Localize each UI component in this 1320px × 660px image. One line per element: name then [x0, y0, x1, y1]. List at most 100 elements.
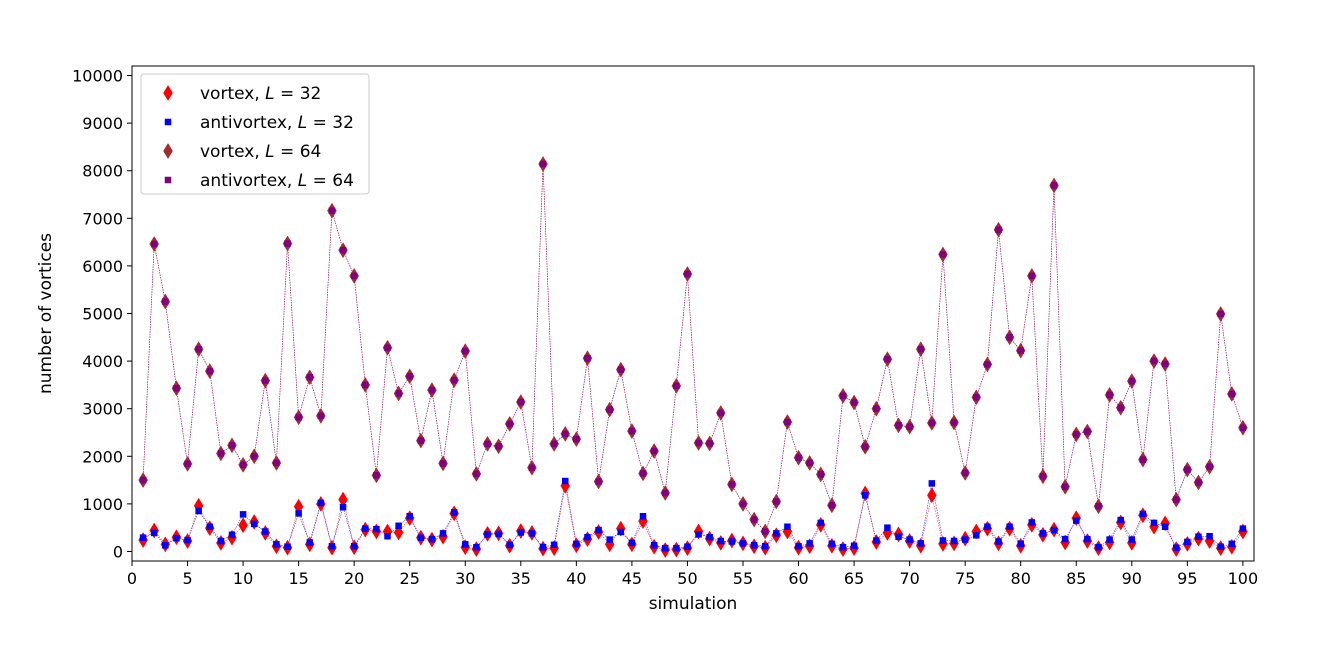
- data-point: [195, 345, 202, 353]
- data-point: [895, 533, 902, 540]
- legend-marker: [164, 176, 172, 184]
- y-tick-label: 3000: [82, 400, 123, 419]
- data-point: [739, 500, 747, 508]
- data-point: [1184, 466, 1191, 473]
- data-point: [350, 272, 358, 280]
- y-tick-label: 4000: [82, 352, 123, 371]
- data-point: [273, 459, 280, 467]
- data-point: [839, 543, 847, 551]
- data-point: [373, 525, 380, 533]
- data-point: [1028, 272, 1036, 280]
- data-point: [628, 427, 636, 435]
- data-point: [1184, 538, 1191, 546]
- data-point: [1172, 496, 1180, 503]
- data-point: [917, 345, 924, 353]
- legend-box: [140, 73, 370, 195]
- data-point: [1028, 519, 1036, 526]
- data-point: [528, 530, 536, 537]
- data-point: [1006, 523, 1013, 530]
- data-point: [406, 373, 413, 380]
- data-point: [1239, 525, 1247, 532]
- data-point: [617, 366, 625, 373]
- data-point: [1217, 543, 1224, 550]
- series-line-1: [142, 480, 1244, 549]
- data-point: [861, 443, 869, 451]
- y-tick-label: 10000: [72, 67, 123, 86]
- y-tick-label: 9000: [82, 114, 123, 133]
- data-point: [695, 531, 702, 538]
- data-point: [1217, 310, 1224, 318]
- data-point: [184, 460, 191, 468]
- data-point: [650, 447, 658, 455]
- data-point: [350, 542, 358, 550]
- data-point: [595, 478, 602, 485]
- data-point: [739, 540, 747, 547]
- data-point: [384, 344, 391, 352]
- data-point: [306, 374, 313, 381]
- x-axis: 0 5 10 15 20 25 30 35 40 45 50 55 60 65 70 75 80 85 90 95 10…: [127, 561, 1258, 588]
- data-point: [728, 538, 736, 545]
- data-point: [639, 513, 647, 520]
- y-axis: 0 1000 2000 3000 4000 5000 6000 7000 8000 9000 100…: [72, 67, 132, 561]
- y-tick-label: 6000: [82, 257, 123, 276]
- y-tick-label: 1000: [82, 495, 123, 514]
- data-point: [606, 406, 613, 413]
- data-point: [573, 540, 580, 548]
- data-point: [628, 539, 636, 547]
- data-point: [1128, 377, 1136, 385]
- data-point: [317, 499, 325, 507]
- data-point: [395, 390, 402, 397]
- data-point: [306, 539, 313, 546]
- data-point: [362, 525, 369, 532]
- data-point: [717, 409, 725, 417]
- x-tick-label: 25: [400, 569, 420, 588]
- data-point: [984, 523, 991, 530]
- data-point: [517, 398, 525, 406]
- data-point: [950, 537, 958, 545]
- data-point: [773, 498, 780, 505]
- data-point: [1017, 540, 1024, 548]
- data-point: [795, 454, 802, 461]
- data-point: [695, 439, 702, 447]
- data-point: [1239, 424, 1247, 431]
- data-point: [795, 542, 802, 550]
- data-point: [750, 542, 758, 549]
- data-point: [139, 534, 147, 541]
- data-point: [506, 420, 513, 428]
- data-point: [1139, 456, 1147, 463]
- data-point: [828, 502, 836, 509]
- data-point: [1061, 483, 1069, 490]
- data-point: [550, 541, 558, 549]
- data-point: [195, 507, 202, 515]
- data-point: [262, 528, 269, 535]
- data-point: [1073, 517, 1080, 524]
- data-point: [495, 443, 502, 450]
- data-point: [228, 531, 236, 539]
- data-point: [339, 246, 347, 254]
- data-point: [917, 540, 924, 547]
- data-point: [228, 442, 236, 449]
- data-point: [428, 535, 436, 543]
- data-point: [1050, 182, 1058, 189]
- data-point: [561, 477, 569, 485]
- legend-marker: [164, 118, 172, 126]
- data-point: [561, 430, 569, 438]
- data-point: [1139, 510, 1147, 518]
- data-point: [328, 542, 336, 550]
- data-point: [262, 377, 269, 384]
- data-point: [1073, 431, 1080, 438]
- data-point: [1195, 479, 1202, 486]
- x-axis-label: simulation: [649, 594, 738, 614]
- data-point: [828, 540, 836, 548]
- data-point: [295, 414, 302, 421]
- y-tick-label: 7000: [82, 209, 123, 228]
- data-point: [417, 437, 425, 444]
- x-tick-label: 50: [677, 569, 697, 588]
- data-point: [217, 450, 225, 457]
- legend-label: antivortex, L = 32: [200, 113, 354, 133]
- data-point: [927, 487, 937, 504]
- data-point: [184, 536, 191, 544]
- data-point: [950, 419, 958, 426]
- data-point: [539, 160, 547, 168]
